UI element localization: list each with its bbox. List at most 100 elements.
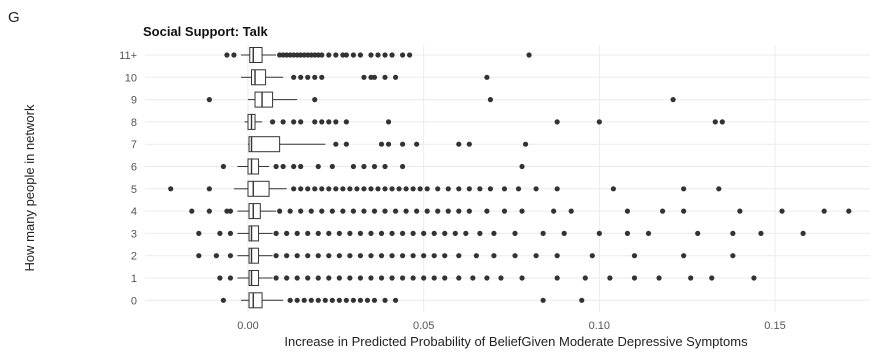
outlier-point: [340, 186, 346, 192]
outlier-point: [403, 186, 409, 192]
outlier-point: [326, 230, 332, 236]
outlier-point: [291, 74, 297, 80]
chart-title: Social Support: Talk: [143, 24, 268, 39]
outlier-point: [456, 208, 462, 214]
outlier-point: [610, 186, 616, 192]
outlier-point: [227, 230, 234, 236]
box: [247, 180, 270, 197]
outlier-point: [284, 230, 290, 236]
outlier-point: [758, 230, 764, 236]
outlier-point: [224, 52, 230, 58]
outlier-point: [368, 275, 374, 281]
outlier-point: [333, 141, 339, 147]
outlier-point: [456, 141, 462, 147]
outlier-point: [350, 208, 356, 214]
boxplot-3: [196, 225, 806, 242]
outlier-point: [681, 253, 687, 259]
outlier-point: [312, 97, 318, 103]
boxplot-10: [240, 69, 490, 86]
outlier-point: [442, 230, 448, 236]
outlier-point: [533, 253, 539, 259]
outlier-point: [378, 275, 385, 281]
boxes-layer: [168, 47, 852, 309]
outlier-point: [431, 230, 437, 236]
outlier-point: [336, 253, 342, 259]
outlier-point: [326, 186, 332, 192]
outlier-point: [217, 275, 223, 281]
outlier-point: [220, 163, 227, 170]
outlier-point: [294, 297, 300, 303]
outlier-point: [206, 186, 212, 192]
outlier-point: [466, 141, 472, 147]
outlier-point: [284, 253, 290, 259]
outlier-point: [656, 275, 662, 281]
outlier-point: [287, 208, 293, 214]
outlier-point: [399, 141, 406, 147]
outlier-point: [466, 208, 472, 214]
outlier-point: [716, 186, 722, 192]
outlier-point: [645, 230, 652, 236]
outlier-point: [277, 208, 283, 214]
outlier-point: [382, 297, 388, 303]
outlier-point: [435, 186, 441, 192]
outlier-point: [273, 163, 279, 170]
outlier-point: [368, 52, 374, 58]
outlier-point: [554, 275, 560, 281]
outlier-point: [473, 253, 479, 259]
outlier-point: [357, 275, 364, 281]
outlier-point: [596, 230, 602, 236]
outlier-point: [319, 186, 325, 192]
outlier-point: [737, 208, 743, 214]
box: [248, 136, 281, 153]
outlier-point: [540, 230, 546, 236]
outlier-point: [607, 275, 613, 281]
outlier-point: [315, 297, 321, 303]
outlier-point: [350, 163, 356, 170]
outlier-point: [336, 275, 342, 281]
outlier-point: [357, 297, 364, 303]
outlier-point: [378, 253, 385, 259]
x-tick-label: 0.10: [589, 320, 610, 332]
outlier-point: [399, 253, 406, 259]
outlier-point: [329, 297, 335, 303]
outlier-point: [424, 208, 430, 214]
outlier-point: [392, 297, 399, 303]
outlier-point: [298, 186, 304, 192]
outlier-point: [357, 230, 364, 236]
outlier-point: [382, 163, 388, 170]
outlier-point: [382, 74, 388, 80]
outlier-point: [551, 208, 557, 214]
box: [249, 47, 263, 63]
outlier-point: [456, 275, 462, 281]
outlier-point: [407, 52, 413, 58]
outlier-point: [361, 208, 367, 214]
outlier-point: [389, 253, 395, 259]
outlier-point: [368, 230, 374, 236]
y-tick-label: 1: [131, 273, 137, 285]
outlier-point: [519, 163, 525, 170]
outlier-point: [371, 297, 378, 303]
outlier-point: [466, 186, 472, 192]
outlier-point: [515, 186, 522, 192]
outlier-point: [312, 119, 318, 125]
outlier-point: [273, 253, 279, 259]
outlier-point: [378, 230, 385, 236]
outlier-point: [445, 186, 451, 192]
outlier-point: [389, 230, 395, 236]
outlier-point: [389, 186, 395, 192]
outlier-point: [294, 230, 300, 236]
outlier-point: [540, 297, 546, 303]
outlier-point: [227, 208, 234, 214]
outlier-point: [361, 74, 367, 80]
outlier-point: [681, 208, 687, 214]
boxplot-1: [217, 270, 757, 286]
outlier-point: [568, 208, 574, 214]
outlier-point: [421, 253, 427, 259]
outlier-point: [298, 74, 304, 80]
outlier-point: [445, 208, 451, 214]
outlier-point: [308, 208, 314, 214]
outlier-point: [305, 253, 311, 259]
outlier-point: [424, 186, 430, 192]
outlier-point: [357, 52, 364, 58]
outlier-point: [305, 74, 311, 80]
